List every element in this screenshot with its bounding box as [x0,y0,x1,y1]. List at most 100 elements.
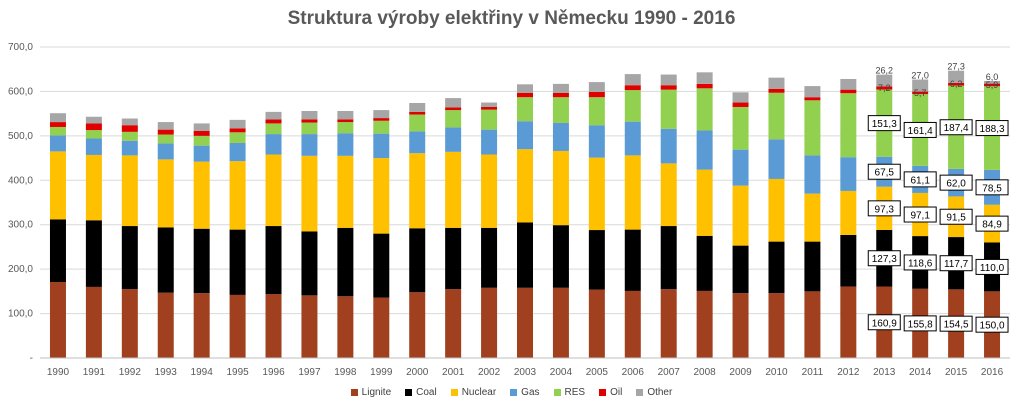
bar-nuclear-2006 [624,155,641,230]
bar-oil-2004 [552,92,569,98]
legend-item-lignite: Lignite [350,387,391,398]
data-label-oil-2015: 6,2 [950,79,963,89]
data-label-box [939,119,973,136]
bar-other-2015 [948,70,965,83]
bar-res-1996 [265,123,282,135]
data-label-box [939,174,973,191]
bar-res-2005 [588,97,605,126]
bar-coal-1991 [85,220,102,287]
legend-swatch [636,389,644,396]
bar-oil-2012 [840,89,857,94]
bar-oil-1991 [85,123,102,131]
bar-lignite-2005 [588,289,605,358]
data-label-box [903,315,937,332]
data-label-box [867,163,901,180]
bar-lignite-2001 [445,289,462,358]
data-label-oil-2014: 5,7 [914,88,927,98]
bar-nuclear-2003 [517,149,533,223]
bar-nuclear-2010 [768,178,785,242]
data-label-nuclear-2014: 97,1 [910,211,930,222]
bar-gas-2012 [840,157,857,191]
bar-other-1994 [193,123,210,131]
data-label-box [975,215,1009,232]
bar-other-1998 [337,110,354,120]
bar-nuclear-1995 [229,161,246,230]
bar-res-2008 [696,88,713,131]
bar-oil-2016 [984,83,1001,87]
x-tick-label: 1997 [298,367,321,378]
x-tick-label: 2005 [586,367,609,378]
data-label-box [975,179,1009,196]
data-label-box [867,250,901,267]
x-tick-label: 2001 [442,367,465,378]
x-tick-label: 1994 [191,367,214,378]
bar-coal-2001 [445,227,462,290]
legend-item-oil: Oil [599,387,622,398]
data-label-box [939,255,973,272]
chart-legend: Lignite Coal Nuclear Gas RES Oil Other [0,387,1023,398]
legend-item-nuclear: Nuclear [450,387,496,398]
bar-other-2012 [840,78,857,90]
bar-gas-1991 [85,138,102,155]
bar-coal-2003 [517,222,533,288]
bar-lignite-1994 [193,293,210,358]
bar-lignite-2008 [696,290,713,358]
bar-coal-2011 [804,241,821,292]
bar-lignite-1995 [229,294,246,358]
bar-oil-2008 [696,83,713,89]
bar-coal-2010 [768,241,785,294]
bar-lignite-2009 [732,293,749,358]
bar-coal-1998 [337,227,354,297]
legend-swatch [553,389,561,396]
bar-oil-1992 [121,125,138,132]
bar-other-1996 [265,111,282,120]
bar-other-1993 [157,122,174,130]
bar-nuclear-1993 [157,159,174,228]
x-tick-label: 2013 [873,367,896,378]
legend-item-res: RES [553,387,585,398]
bar-lignite-2002 [481,287,498,358]
data-label-box [939,315,973,332]
bar-lignite-1996 [265,294,282,358]
x-tick-label: 2007 [658,367,681,378]
bar-coal-2012 [840,234,857,287]
bar-gas-2004 [552,122,569,151]
data-label-nuclear-2013: 97,3 [875,204,895,215]
bar-other-1995 [229,119,246,129]
bar-oil-2001 [445,107,462,111]
bar-gas-1992 [121,140,138,156]
bar-lignite-2000 [409,292,426,358]
bar-other-1990 [49,113,66,123]
legend-swatch [405,389,413,396]
bar-coal-2004 [552,225,569,288]
bar-oil-1999 [373,118,390,121]
bar-nuclear-1996 [265,154,282,227]
bar-lignite-2003 [517,287,533,358]
data-label-box [903,206,937,223]
x-tick-label: 2002 [478,367,501,378]
bar-coal-1993 [157,227,174,293]
bar-gas-2007 [660,128,677,164]
bar-nuclear-2004 [552,150,569,226]
bar-coal-2000 [409,228,426,293]
bar-other-2006 [624,74,641,86]
bar-oil-1996 [265,119,282,124]
bar-lignite-2007 [660,289,677,358]
data-label-coal-2013: 127,3 [872,254,897,265]
x-tick-label: 2015 [945,367,968,378]
data-label-box [939,208,973,225]
bar-other-2001 [445,98,462,108]
bar-gas-1996 [265,134,282,155]
legend-swatch [510,389,518,396]
y-tick-label: 500,0 [8,131,33,142]
bar-coal-2007 [660,226,677,290]
bar-oil-2013 [876,86,893,90]
bar-coal-1992 [121,226,138,290]
x-tick-label: 2000 [406,367,429,378]
data-label-oil-2016: 5,9 [986,80,999,90]
bar-lignite-2011 [804,291,821,358]
bar-res-2001 [445,110,462,128]
bar-gas-2002 [481,129,498,155]
x-tick-label: 1993 [155,367,178,378]
